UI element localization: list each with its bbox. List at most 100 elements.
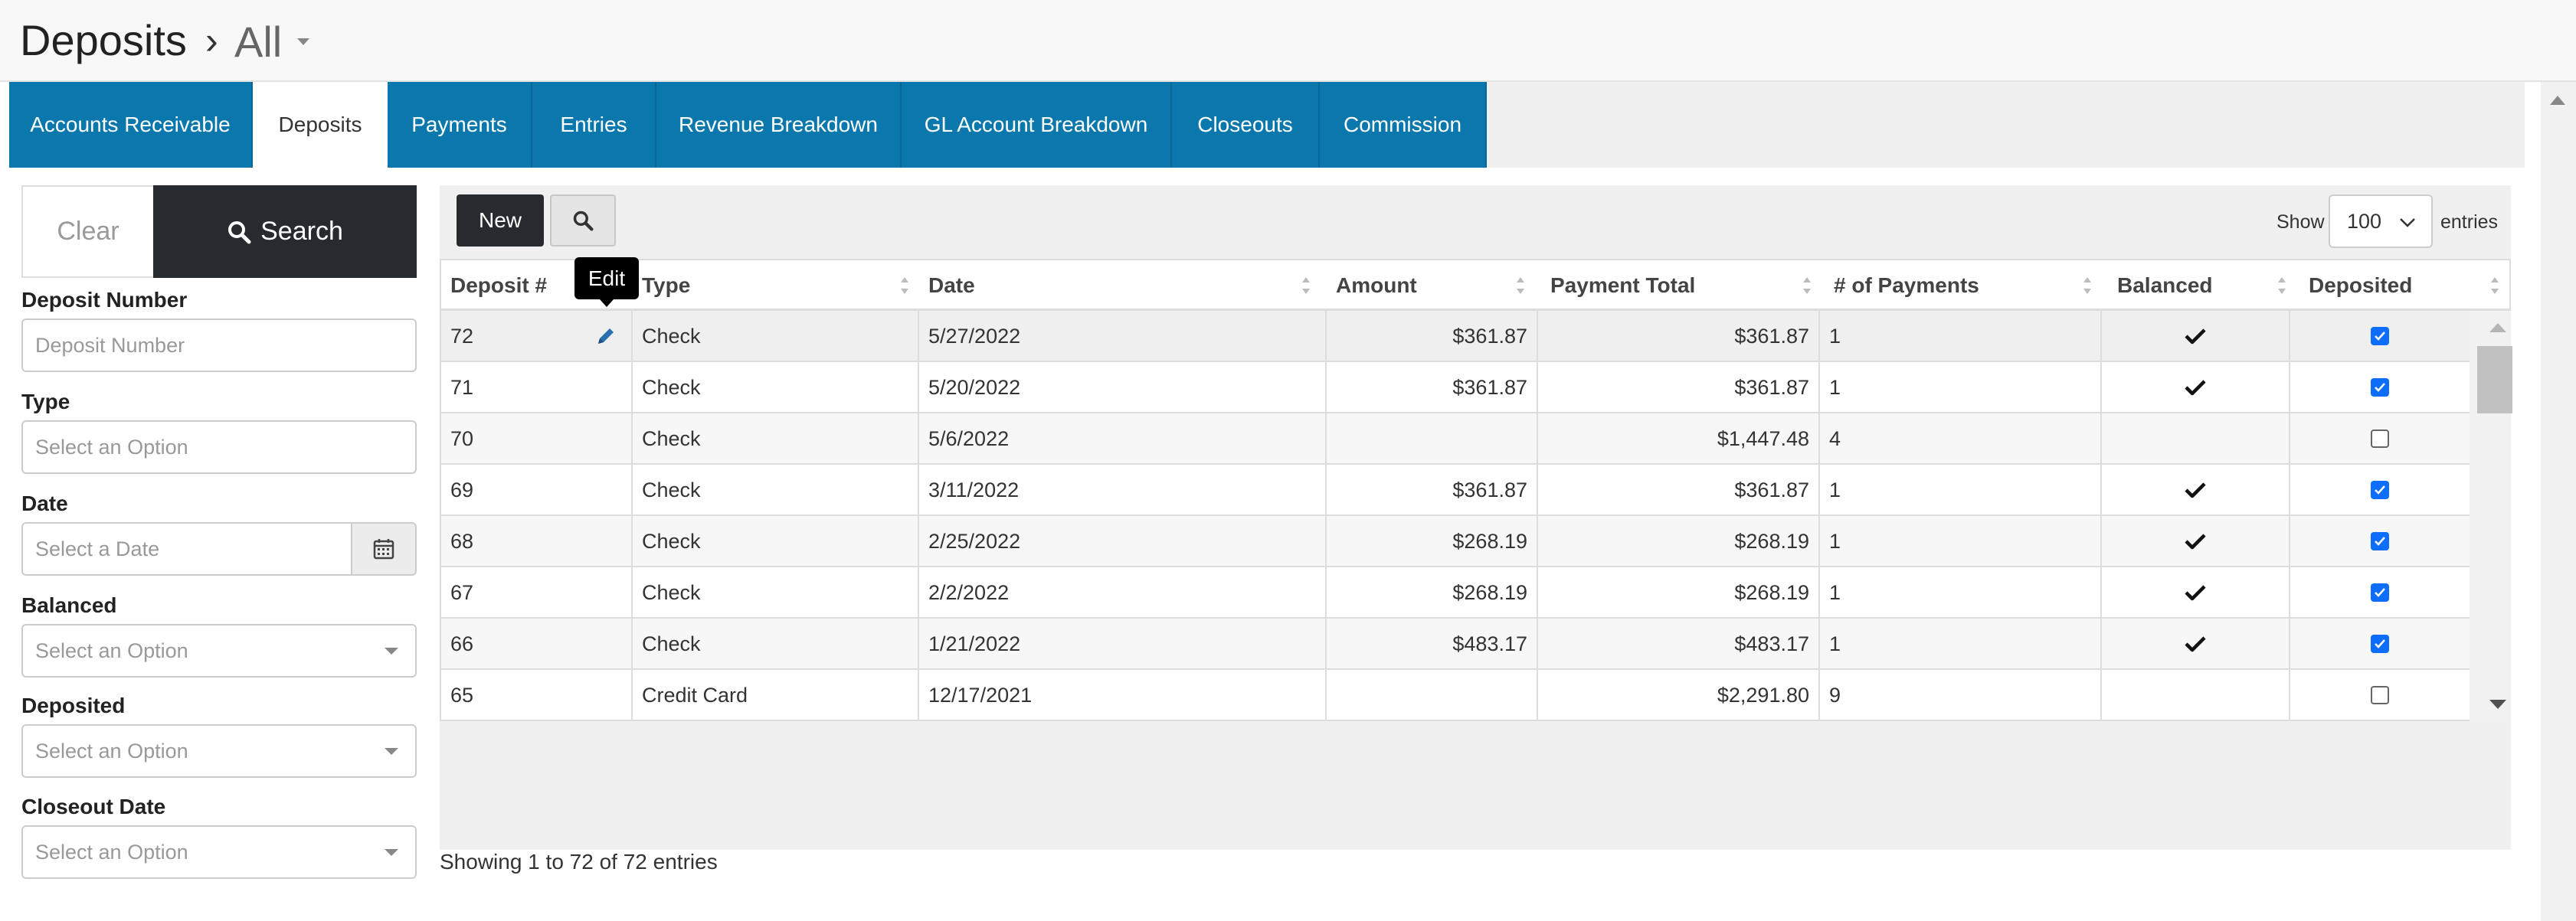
balanced-select[interactable]: Select an Option — [21, 624, 417, 678]
tab-closeouts[interactable]: Closeouts — [1172, 82, 1320, 168]
closeout-date-select-wrap[interactable]: Select an Option — [21, 825, 417, 879]
deposited-checkbox[interactable] — [2371, 635, 2389, 653]
cell-value: 4 — [1829, 426, 1841, 450]
table-row[interactable]: 72 Check 5/27/2022 $361.87 $361.87 1 — [441, 311, 2470, 362]
cell-balanced — [2102, 619, 2290, 669]
pencil-icon[interactable] — [594, 325, 617, 348]
page-header: Deposits › All — [0, 0, 2576, 82]
page-scrollbar[interactable] — [2541, 82, 2576, 921]
table-row[interactable]: 65 Credit Card 12/17/2021 $2,291.80 9 — [441, 670, 2470, 721]
cell-total: $1,447.48 — [1538, 413, 1820, 464]
cell-num: 69 — [441, 465, 633, 515]
scrollbar-thumb[interactable] — [2477, 346, 2512, 413]
type-select[interactable]: Select an Option — [21, 420, 417, 474]
deposited-checkbox[interactable] — [2371, 686, 2389, 704]
cell-value: 5/27/2022 — [928, 324, 1021, 348]
edit-tooltip: Edit — [574, 257, 639, 307]
deposited-checkbox[interactable] — [2371, 327, 2389, 345]
cell-balanced — [2102, 567, 2290, 618]
scroll-up-arrow-icon[interactable] — [2550, 96, 2565, 105]
scroll-up-arrow-icon[interactable] — [2489, 323, 2506, 332]
tab-revenue-breakdown[interactable]: Revenue Breakdown — [656, 82, 902, 168]
search-button[interactable]: Search — [153, 185, 417, 278]
closeout-date-select[interactable]: Select an Option — [21, 825, 417, 879]
page-size-select[interactable]: 100 — [2329, 194, 2433, 248]
cell-deposited — [2290, 465, 2470, 515]
table-row[interactable]: 70 Check 5/6/2022 $1,447.48 4 — [441, 413, 2470, 465]
col-deposited[interactable]: Deposited — [2299, 260, 2509, 311]
table-search-button[interactable] — [550, 194, 616, 247]
cell-amount — [1327, 670, 1538, 720]
col-payment-total[interactable]: Payment Total — [1541, 260, 1822, 311]
col-amount[interactable]: Amount — [1327, 260, 1535, 311]
sort-icon — [1803, 277, 1811, 294]
table-row[interactable]: 71 Check 5/20/2022 $361.87 $361.87 1 — [441, 362, 2470, 413]
cell-count: 1 — [1820, 516, 2102, 567]
col-date[interactable]: Date — [919, 260, 1321, 311]
balanced-select-wrap[interactable]: Select an Option — [21, 624, 417, 678]
chevron-down-icon — [2400, 218, 2415, 227]
cell-value: 69 — [450, 478, 474, 501]
check-icon — [2185, 328, 2206, 345]
tab-payments[interactable]: Payments — [388, 82, 532, 168]
col-deposit-number[interactable]: Deposit # — [441, 260, 633, 311]
cell-date: 2/2/2022 — [919, 567, 1327, 618]
new-button[interactable]: New — [457, 194, 544, 247]
cell-num: 65 — [441, 670, 633, 720]
deposited-checkbox[interactable] — [2371, 481, 2389, 499]
cell-amount — [1327, 413, 1538, 464]
table-row[interactable]: 66 Check 1/21/2022 $483.17 $483.17 1 — [441, 619, 2470, 670]
cell-value: 2/25/2022 — [928, 529, 1021, 553]
tab-commission[interactable]: Commission — [1320, 82, 1487, 168]
cell-count: 1 — [1820, 619, 2102, 669]
clear-button[interactable]: Clear — [21, 185, 153, 278]
cell-value: $361.87 — [1734, 324, 1809, 348]
cell-date: 1/21/2022 — [919, 619, 1327, 669]
check-icon — [2185, 534, 2206, 550]
deposited-checkbox[interactable] — [2371, 532, 2389, 550]
tab-entries[interactable]: Entries — [532, 82, 656, 168]
table-row[interactable]: 67 Check 2/2/2022 $268.19 $268.19 1 — [441, 567, 2470, 619]
date-picker-button[interactable] — [351, 522, 417, 576]
cell-value: Check — [642, 580, 701, 604]
deposited-checkbox[interactable] — [2371, 429, 2389, 448]
col-type[interactable]: Type — [633, 260, 919, 311]
deposited-select[interactable]: Select an Option — [21, 724, 417, 778]
tab-gl-account-breakdown[interactable]: GL Account Breakdown — [902, 82, 1172, 168]
cell-deposited — [2290, 413, 2470, 464]
col-balanced[interactable]: Balanced — [2108, 260, 2296, 311]
col-label: Type — [642, 273, 691, 297]
table-scrollbar[interactable] — [2470, 311, 2512, 721]
cell-value: $361.87 — [1734, 478, 1809, 501]
calendar-icon — [373, 539, 394, 560]
table-row[interactable]: 68 Check 2/25/2022 $268.19 $268.19 1 — [441, 516, 2470, 567]
caret-down-icon[interactable] — [297, 38, 309, 45]
deposited-select-wrap[interactable]: Select an Option — [21, 724, 417, 778]
tab-accounts-receivable[interactable]: Accounts Receivable — [9, 82, 253, 168]
breadcrumb-view-selector[interactable]: All — [234, 18, 283, 66]
scroll-down-arrow-icon[interactable] — [2489, 700, 2506, 709]
cell-value: 9 — [1829, 683, 1841, 707]
cell-value: 70 — [450, 426, 474, 450]
cell-value: $268.19 — [1734, 580, 1809, 604]
table-row[interactable]: 69 Check 3/11/2022 $361.87 $361.87 1 — [441, 465, 2470, 516]
cell-balanced — [2102, 311, 2290, 361]
cell-deposited — [2290, 516, 2470, 567]
cell-value: Check — [642, 478, 701, 501]
check-icon — [2185, 482, 2206, 498]
deposited-checkbox[interactable] — [2371, 583, 2389, 602]
cell-value: Check — [642, 426, 701, 450]
cell-value: 67 — [450, 580, 474, 604]
deposited-checkbox[interactable] — [2371, 378, 2389, 397]
col-label: Deposit # — [450, 273, 548, 297]
col-payment-count[interactable]: # of Payments — [1825, 260, 2102, 311]
tab-deposits[interactable]: Deposits — [253, 82, 388, 168]
deposit-number-input[interactable]: Deposit Number — [21, 318, 417, 372]
deposit-number-label: Deposit Number — [21, 288, 188, 312]
cell-type: Check — [633, 619, 919, 669]
cell-num: 71 — [441, 362, 633, 413]
date-input[interactable]: Select a Date — [21, 522, 352, 576]
table-info: Showing 1 to 72 of 72 entries — [440, 850, 718, 874]
cell-total: $361.87 — [1538, 311, 1820, 361]
check-icon — [2375, 639, 2385, 648]
